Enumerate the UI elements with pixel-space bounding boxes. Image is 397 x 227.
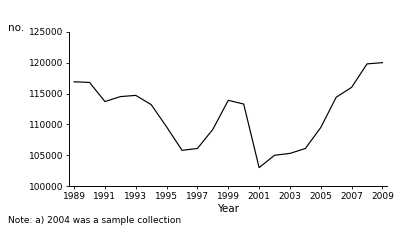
Text: Note: a) 2004 was a sample collection: Note: a) 2004 was a sample collection [8,216,181,225]
Text: no.: no. [8,23,24,33]
X-axis label: Year: Year [217,204,239,214]
